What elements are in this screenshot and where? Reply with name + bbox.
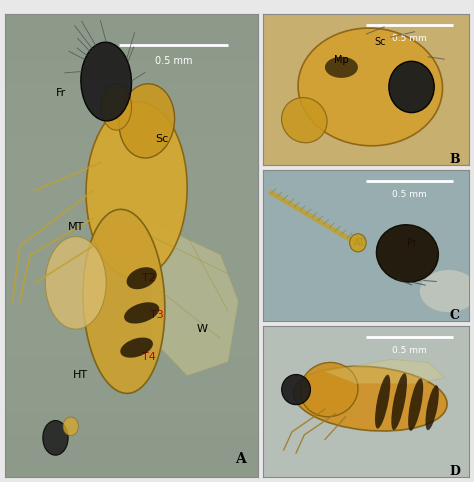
Text: B: B: [449, 153, 460, 166]
Ellipse shape: [86, 102, 187, 279]
Text: Sc: Sc: [155, 134, 169, 145]
Text: Fr: Fr: [55, 88, 66, 98]
Ellipse shape: [408, 378, 423, 431]
Ellipse shape: [389, 61, 434, 113]
Ellipse shape: [282, 97, 327, 143]
Text: T3: T3: [150, 310, 164, 320]
Ellipse shape: [46, 237, 106, 329]
Text: 0.5 mm: 0.5 mm: [392, 34, 427, 43]
Text: T2: T2: [142, 273, 156, 283]
Ellipse shape: [120, 337, 153, 358]
Polygon shape: [152, 223, 238, 375]
Ellipse shape: [300, 362, 358, 417]
Ellipse shape: [426, 385, 439, 430]
Text: 0.5 mm: 0.5 mm: [392, 346, 427, 355]
Ellipse shape: [325, 57, 358, 78]
Ellipse shape: [350, 234, 366, 252]
Text: W: W: [197, 324, 208, 334]
Text: AT: AT: [354, 238, 366, 248]
Text: HT: HT: [73, 370, 88, 380]
Ellipse shape: [298, 28, 443, 146]
Text: Pr: Pr: [407, 238, 417, 248]
Polygon shape: [325, 360, 445, 384]
Ellipse shape: [376, 225, 438, 282]
Ellipse shape: [81, 42, 131, 121]
Text: T4: T4: [142, 352, 156, 362]
Ellipse shape: [101, 84, 131, 130]
Text: MT: MT: [68, 222, 84, 232]
Text: 0.5 mm: 0.5 mm: [155, 56, 192, 66]
Text: A: A: [235, 452, 246, 466]
Ellipse shape: [392, 373, 407, 430]
Ellipse shape: [124, 302, 159, 323]
Ellipse shape: [127, 267, 157, 289]
Text: 0.5 mm: 0.5 mm: [392, 190, 427, 199]
Ellipse shape: [420, 270, 474, 312]
Ellipse shape: [293, 366, 447, 431]
Ellipse shape: [43, 420, 68, 455]
Ellipse shape: [375, 375, 390, 428]
Text: D: D: [449, 465, 460, 478]
Text: Mp: Mp: [334, 55, 349, 65]
Ellipse shape: [63, 417, 78, 436]
Ellipse shape: [119, 84, 174, 158]
Text: C: C: [450, 309, 460, 322]
Ellipse shape: [83, 209, 165, 393]
Ellipse shape: [282, 375, 310, 405]
Text: Sc: Sc: [375, 37, 386, 47]
